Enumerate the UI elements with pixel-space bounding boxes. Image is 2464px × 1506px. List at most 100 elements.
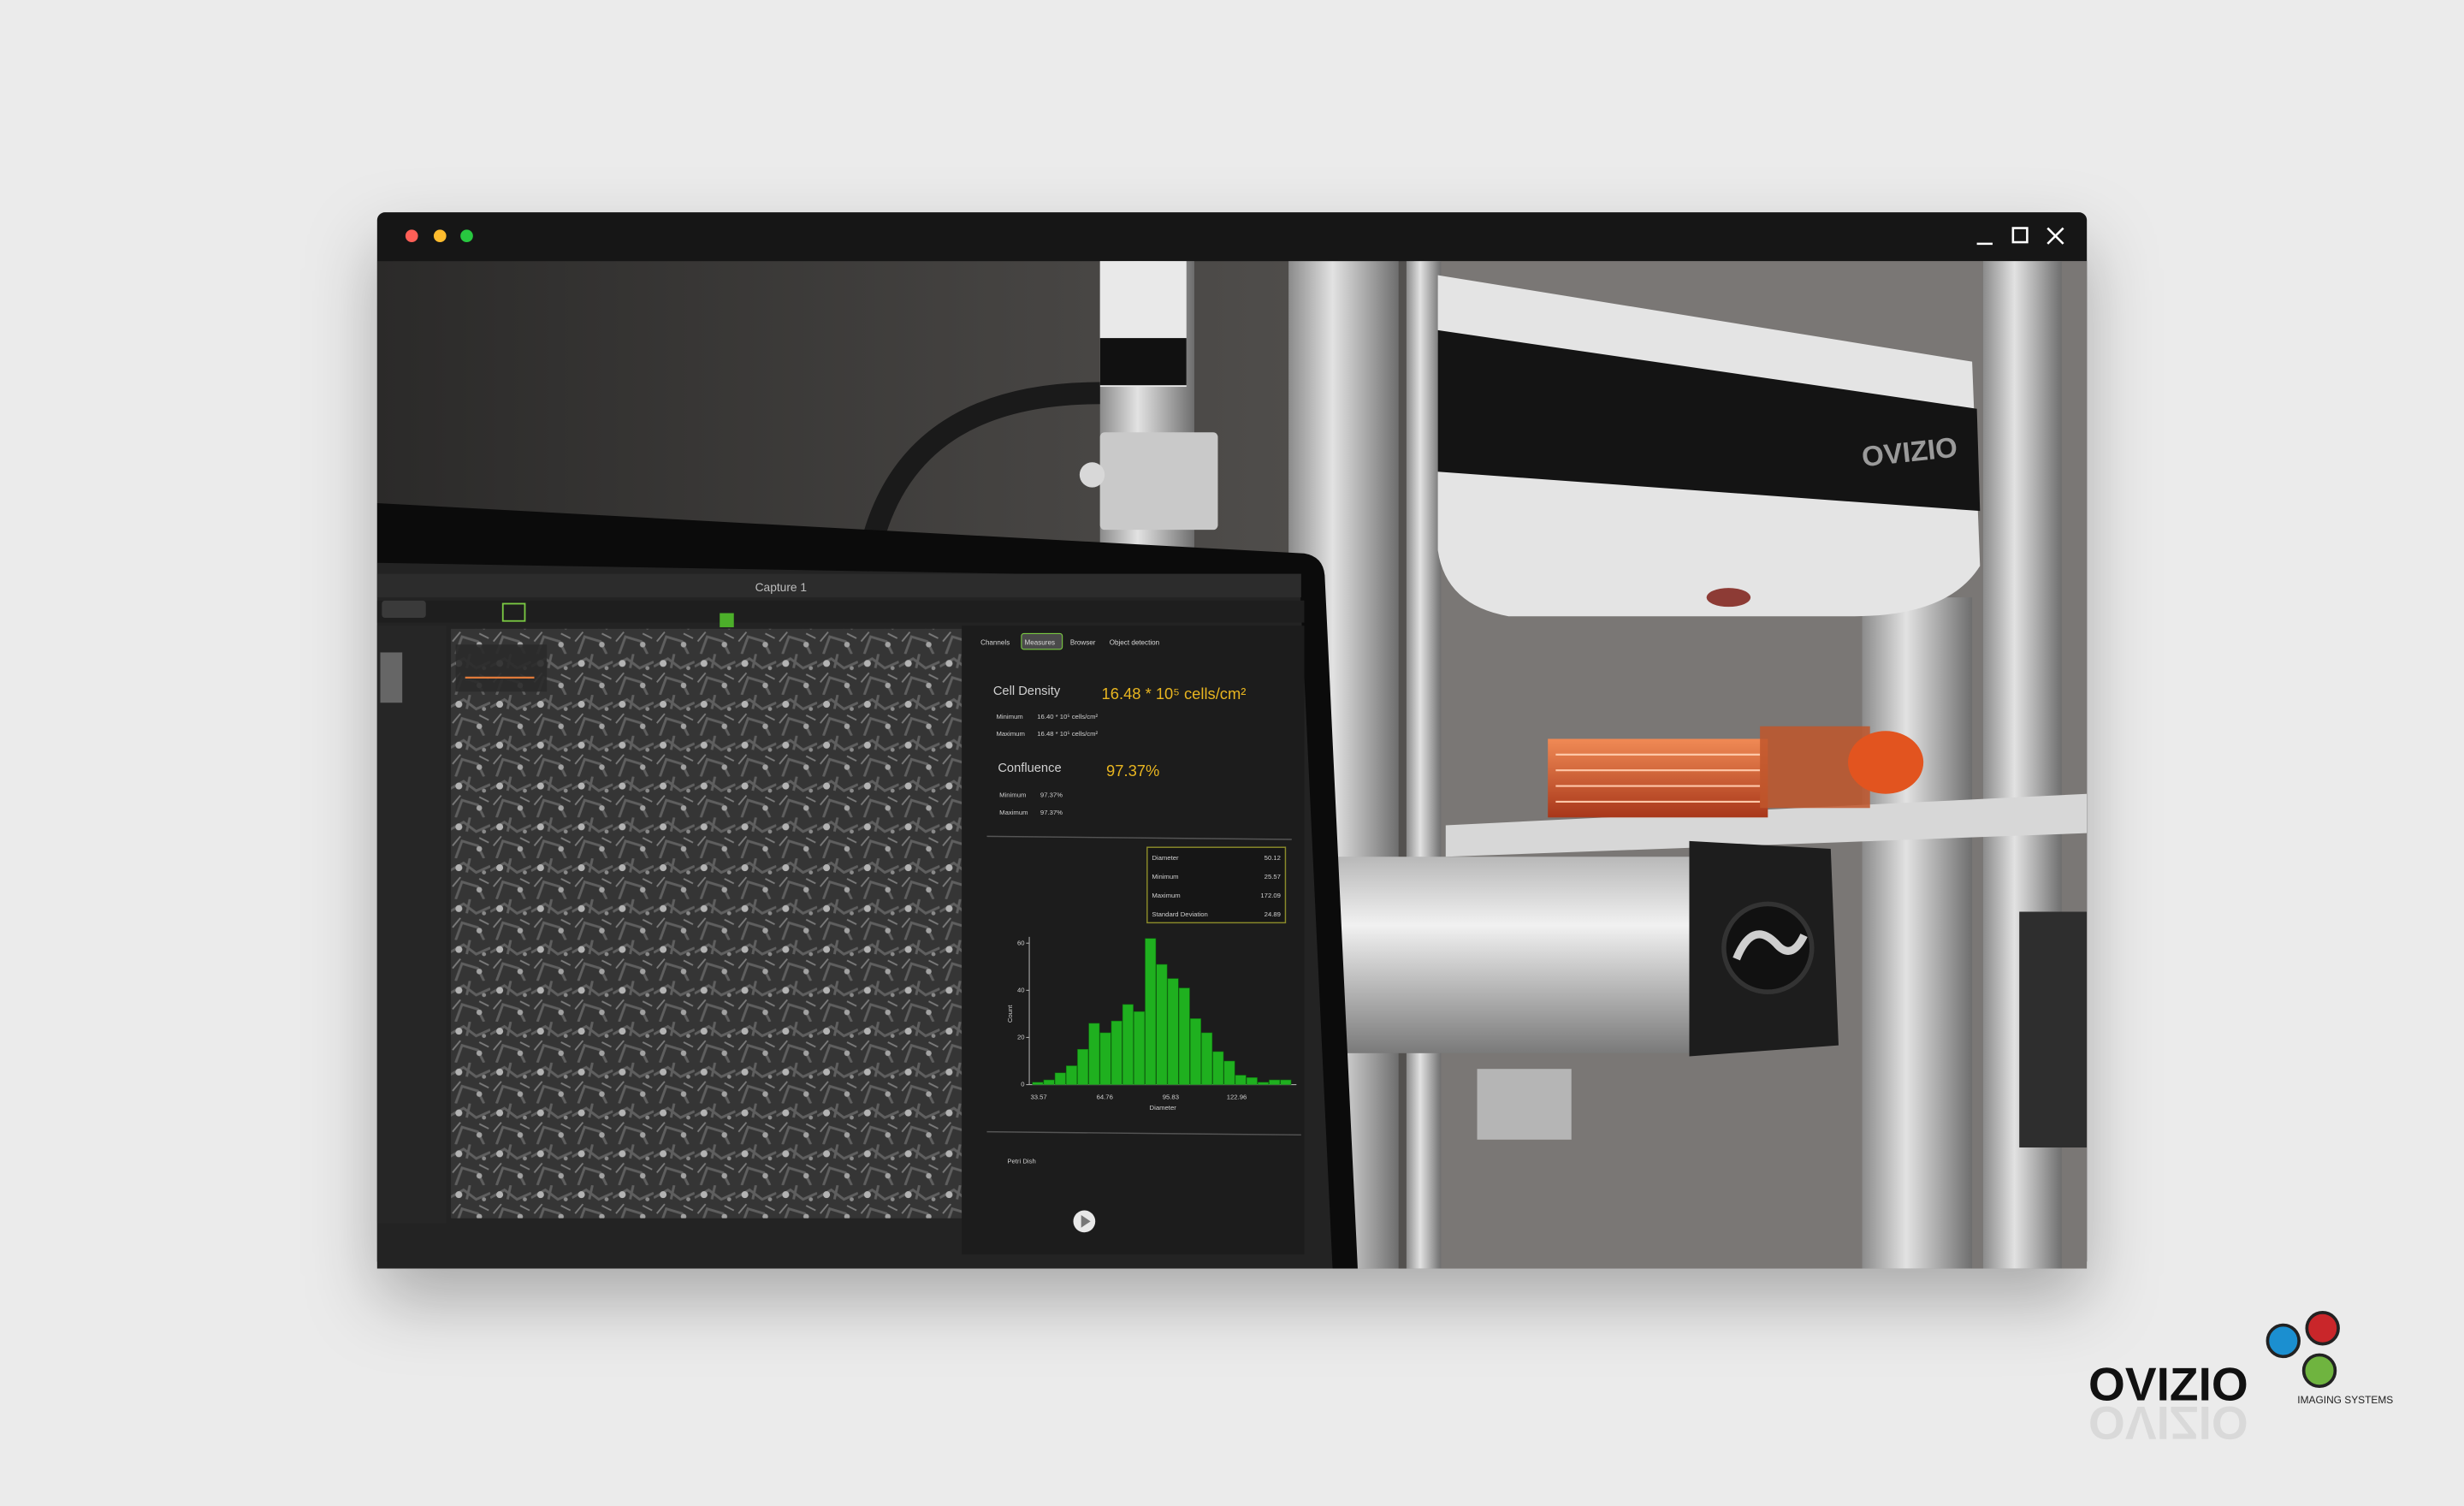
lower-clamp [1477,1069,1572,1140]
y-tick-label: 0 [1021,1081,1024,1088]
micrograph-shade [451,628,982,1218]
title-bar [405,227,2064,246]
histogram-bar [1111,1020,1122,1085]
y-tick-label: 40 [1017,986,1025,993]
stat-label: Maximum [1152,892,1180,899]
stats: Diameter 50.12 Minimum 25.57 Maximum 172.09 St… [1152,854,1281,918]
thumbnail [380,652,403,703]
footer-label: Petri Dish [1007,1158,1035,1165]
beam [1336,857,1705,1053]
histogram-bar [1065,1065,1077,1085]
shelf [1445,793,2088,857]
petri-stack [1548,738,1768,818]
histogram-bar [1156,963,1168,1085]
lens [1706,588,1751,608]
x-tick-label: 33.57 [1030,1093,1046,1100]
histogram-bar [1201,1032,1213,1085]
x-axis-label: Diameter [1150,1104,1177,1112]
logo-dot-red [2305,1311,2340,1346]
histogram-bar [1178,987,1190,1085]
toolbar-button [501,602,526,622]
logo-name: OVIZIO [2088,1358,2248,1411]
flask-cap [1848,731,1924,794]
y-axis-label: Count [1006,1005,1014,1023]
x-tick-label: 64.76 [1097,1093,1113,1100]
histogram-bar [1145,938,1157,1085]
thumbnail-panel [376,626,447,1224]
minimum-label: Minimum [996,713,1022,720]
minimize-dot[interactable] [433,229,447,243]
cell-density-value: 16.48 * 10⁵ cells/cm² [1102,685,1247,703]
logo: OVIZIO OVIZIO IMAGING SYSTEMS [2088,1311,2393,1450]
app-title-bar [376,573,1301,598]
histogram-bar [1246,1077,1258,1085]
histogram-bar [1212,1051,1224,1085]
stat-value: 25.57 [1265,873,1281,880]
knob [1079,462,1105,488]
histogram-bar [1257,1082,1269,1085]
logo-dot-blue [2266,1323,2301,1359]
confluence-value: 97.37% [1106,762,1159,780]
maximum-label: Maximum [996,730,1024,738]
histogram-bar [1088,1023,1100,1085]
stats-box [1146,846,1287,924]
side-block [2019,911,2088,1148]
histogram-bar [1122,1004,1134,1085]
stat-label: Standard Deviation [1152,910,1208,918]
histogram-bar [1223,1060,1235,1085]
maximize-button[interactable] [2011,227,2029,244]
measures-panel [962,626,1305,1254]
x-tick-label: 95.83 [1163,1093,1179,1100]
y-tick-label: 20 [1017,1033,1025,1041]
app-title: Capture 1 [755,581,807,594]
histogram-bar [1235,1075,1247,1085]
logo-reflection: OVIZIO [2088,1396,2248,1450]
bracket-band [1099,338,1187,386]
minimum-value: 97.37% [1040,792,1063,799]
x-tick-label: 122.96 [1227,1093,1247,1100]
histogram-bar [1280,1079,1292,1085]
petri-rims [1555,753,1761,803]
histogram: 0 20 40 60 33.57 64.76 95.83 122.96 Diameter Coun… [1006,936,1297,1112]
clamp [1099,432,1218,531]
cap-logo-mark [1732,930,1808,961]
histogram-bar [1032,1082,1044,1085]
close-dot[interactable] [405,229,418,243]
histogram-bar [1043,1079,1055,1085]
histogram-bar [1189,1018,1201,1085]
close-button[interactable] [2046,227,2064,245]
maximum-value: 16.48 * 10⁵ cells/cm² [1037,730,1098,738]
cap-logo [1721,901,1815,994]
stat-label: Diameter [1152,854,1179,862]
view-toggle [382,600,426,619]
column [1862,597,1973,1269]
histogram-bar [1167,978,1179,1085]
tab: Object detection [1110,639,1159,647]
maximize-dot[interactable] [460,229,473,243]
scale-box [455,644,548,692]
confluence-label: Confluence [998,762,1061,775]
cable [861,382,1100,546]
histogram-bar [1269,1079,1281,1085]
stat-value: 172.09 [1260,892,1281,899]
column [1406,261,1442,1269]
photo: OVIZIO Capture 1 Channels M [376,261,2088,1269]
active-tab [1021,632,1063,650]
minimum-value: 16.40 * 10⁵ cells/cm² [1037,713,1098,720]
stat-label: Minimum [1152,873,1178,880]
logo-tagline: IMAGING SYSTEMS [2297,1394,2393,1406]
divider [986,835,1292,840]
micrograph [451,628,982,1218]
histogram-bar [1077,1048,1089,1085]
play-icon [1081,1215,1091,1228]
stat-value: 50.12 [1265,854,1281,862]
histogram-bar [1099,1032,1111,1085]
maximum-label: Maximum [999,809,1028,816]
app-toolbar [376,600,1305,623]
maximum-value: 97.37% [1040,809,1063,816]
histogram-bar [1054,1072,1066,1085]
tabs: Channels Measures Browser Object detection [980,632,1159,650]
divider [986,1130,1301,1136]
